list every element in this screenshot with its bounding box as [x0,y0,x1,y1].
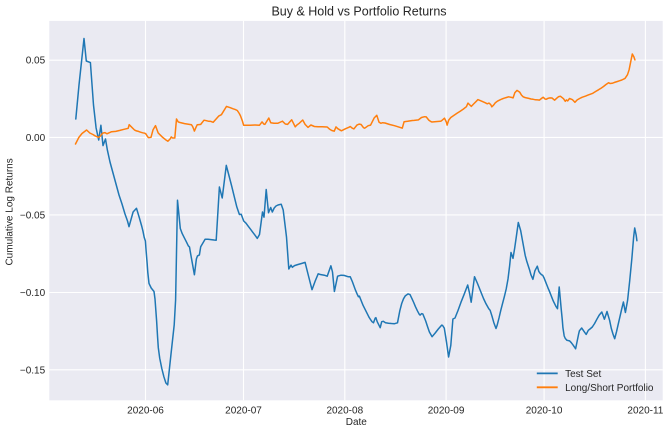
svg-text:Date: Date [346,417,368,428]
svg-text:Cumulative Log Returns: Cumulative Log Returns [5,158,16,265]
svg-text:Test Set: Test Set [565,369,601,380]
svg-text:2020-10: 2020-10 [526,405,563,416]
svg-text:0.00: 0.00 [26,133,46,144]
svg-text:0.05: 0.05 [26,56,46,67]
svg-text:2020-09: 2020-09 [428,405,465,416]
svg-text:2020-11: 2020-11 [627,405,663,416]
svg-text:−0.15: −0.15 [20,365,46,376]
svg-text:Long/Short Portfolio: Long/Short Portfolio [565,383,654,394]
svg-text:2020-06: 2020-06 [127,405,164,416]
svg-text:2020-07: 2020-07 [225,405,262,416]
svg-text:2020-08: 2020-08 [326,405,363,416]
svg-text:Buy & Hold vs Portfolio Return: Buy & Hold vs Portfolio Returns [271,5,446,19]
svg-text:−0.10: −0.10 [20,288,46,299]
svg-text:−0.05: −0.05 [20,210,46,221]
